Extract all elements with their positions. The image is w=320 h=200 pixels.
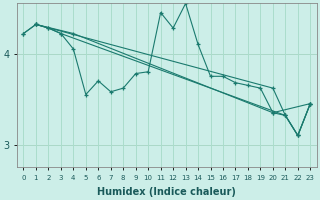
X-axis label: Humidex (Indice chaleur): Humidex (Indice chaleur)	[98, 187, 236, 197]
